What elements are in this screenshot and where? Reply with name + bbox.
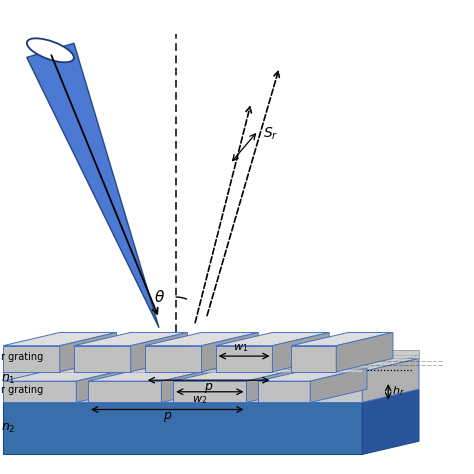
Polygon shape <box>3 358 419 372</box>
Bar <box>60 350 419 358</box>
Text: r grating: r grating <box>0 352 43 362</box>
Polygon shape <box>3 356 419 369</box>
Text: $h_r$: $h_r$ <box>392 384 405 398</box>
Polygon shape <box>3 332 117 346</box>
Bar <box>216 346 273 372</box>
Polygon shape <box>88 368 218 381</box>
Polygon shape <box>246 368 303 402</box>
Bar <box>3 369 362 372</box>
Polygon shape <box>336 332 393 372</box>
Bar <box>3 381 76 402</box>
Text: $n_1$: $n_1$ <box>0 374 15 386</box>
Text: $w_1$: $w_1$ <box>233 342 248 354</box>
Polygon shape <box>74 332 187 346</box>
Bar <box>258 381 310 402</box>
Bar <box>3 346 60 372</box>
Polygon shape <box>173 368 303 381</box>
Bar <box>145 346 201 372</box>
Bar <box>292 346 336 372</box>
Polygon shape <box>258 368 367 381</box>
Polygon shape <box>362 389 419 455</box>
Bar <box>88 381 161 402</box>
Text: $n_2$: $n_2$ <box>0 422 15 435</box>
Bar <box>3 372 362 402</box>
Text: $w_2$: $w_2$ <box>191 394 207 406</box>
Polygon shape <box>3 368 133 381</box>
Polygon shape <box>161 368 218 402</box>
Polygon shape <box>27 43 159 328</box>
Polygon shape <box>145 332 258 346</box>
Bar <box>173 381 246 402</box>
Polygon shape <box>362 358 419 402</box>
Polygon shape <box>76 368 133 402</box>
Text: $p$: $p$ <box>204 381 213 395</box>
Text: r grating: r grating <box>0 385 43 395</box>
Text: $p$: $p$ <box>163 410 172 424</box>
Polygon shape <box>273 332 329 372</box>
Polygon shape <box>60 332 117 372</box>
Text: $S_r$: $S_r$ <box>263 126 278 142</box>
Polygon shape <box>216 332 329 346</box>
Polygon shape <box>310 368 367 402</box>
Polygon shape <box>131 332 187 372</box>
Bar <box>74 346 131 372</box>
Polygon shape <box>201 332 258 372</box>
Polygon shape <box>3 389 419 402</box>
Polygon shape <box>292 332 393 346</box>
Ellipse shape <box>27 38 74 62</box>
Text: $\theta$: $\theta$ <box>155 289 165 305</box>
Bar <box>3 402 362 455</box>
